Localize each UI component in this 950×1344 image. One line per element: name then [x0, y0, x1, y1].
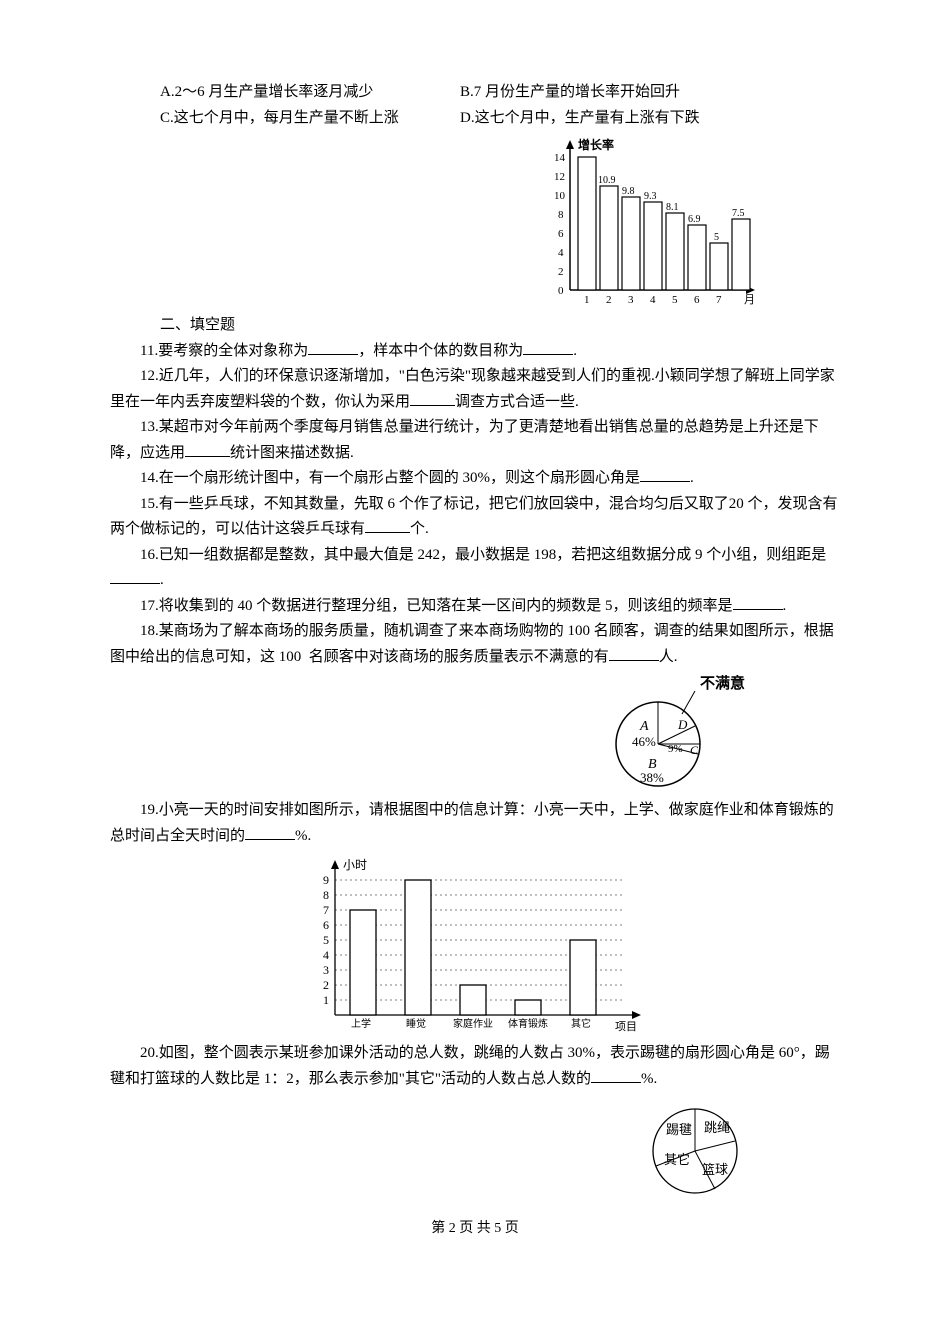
svg-text:7: 7 — [716, 294, 722, 305]
option-B: B.7 月份生产量的增长率开始回升 — [460, 80, 680, 106]
question-11: 11.要考察的全体对象称为，样本中个体的数目称为. — [110, 339, 840, 365]
question-20: 20.如图，整个圆表示某班参加课外活动的总人数，跳绳的人数占 30%，表示踢毽的… — [110, 1041, 840, 1092]
svg-text:5: 5 — [323, 933, 329, 947]
svg-text:0: 0 — [558, 285, 564, 297]
svg-text:46%: 46% — [632, 734, 656, 749]
question-15: 15.有一些乒乓球，不知其数量，先取 6 个作了标记，把它们放回袋中，混合均匀后… — [110, 492, 840, 543]
svg-text:A: A — [639, 719, 649, 734]
svg-text:6: 6 — [694, 294, 700, 305]
svg-text:D: D — [677, 717, 688, 732]
question-17: 17.将收集到的 40 个数据进行整理分组，已知落在某一区间内的频数是 5，则该… — [110, 594, 840, 620]
svg-text:14: 14 — [554, 152, 566, 164]
option-A: A.2～6 月生产量增长率逐月减少 — [160, 80, 460, 106]
svg-text:6: 6 — [558, 228, 564, 240]
svg-text:6: 6 — [323, 918, 329, 932]
svg-text:1: 1 — [584, 294, 590, 305]
svg-text:4: 4 — [558, 247, 564, 259]
question-16: 16.已知一组数据都是整数，其中最大值是 242，最小数据是 198，若把这组数… — [110, 543, 840, 594]
option-D: D.这七个月中，生产量有上涨有下跌 — [460, 106, 700, 132]
mc-options-row2: C.这七个月中，每月生产量不断上涨 D.这七个月中，生产量有上涨有下跌 — [160, 106, 840, 132]
svg-text:4: 4 — [650, 294, 656, 305]
svg-text:38%: 38% — [640, 770, 664, 785]
bar-q19-xticks: 上学 睡觉 家庭作业 体育锻炼 其它 — [351, 1017, 591, 1030]
svg-text:8: 8 — [558, 209, 564, 221]
question-12: 12.近几年，人们的环保意识逐渐增加，"白色污染"现象越来越受到人们的重视.小颖… — [110, 364, 840, 415]
question-18: 18.某商场为了解本商场的服务质量，随机调查了来本商场购物的 100 名顾客，调… — [110, 619, 840, 670]
svg-text:1: 1 — [323, 993, 329, 1007]
page-footer: 第 2 页 共 5 页 — [110, 1217, 840, 1241]
svg-text:其它: 其它 — [664, 1152, 690, 1167]
svg-text:10: 10 — [554, 190, 566, 202]
question-19: 19.小亮一天的时间安排如图所示，请根据图中的信息计算：小亮一天中，上学、做家庭… — [110, 798, 840, 849]
svg-text:4: 4 — [323, 948, 329, 962]
svg-text:上学: 上学 — [351, 1017, 371, 1030]
svg-text:5: 5 — [672, 294, 678, 305]
question-14: 14.在一个扇形统计图中，有一个扇形占整个圆的 30%，则这个扇形圆心角是. — [110, 466, 840, 492]
growth-chart-wrap: 增长率 月 0 2 4 6 8 10 12 14 10.9 — [110, 135, 760, 305]
svg-text:9.8: 9.8 — [622, 186, 635, 197]
pie-q20: 踢毽 跳绳 其它 篮球 — [630, 1096, 760, 1201]
svg-text:3: 3 — [628, 294, 634, 305]
question-13: 13.某超市对今年前两个季度每月销售总量进行统计，为了更清楚地看出销售总量的总趋… — [110, 415, 840, 466]
svg-text:5: 5 — [714, 232, 719, 243]
svg-text:7.5: 7.5 — [732, 208, 745, 219]
svg-text:8: 8 — [323, 888, 329, 902]
svg-text:跳绳: 跳绳 — [704, 1120, 730, 1135]
growth-chart-yticks: 0 2 4 6 8 10 12 14 — [554, 152, 566, 297]
svg-text:6.9: 6.9 — [688, 214, 701, 225]
svg-text:月: 月 — [744, 294, 755, 305]
svg-text:8.1: 8.1 — [666, 202, 679, 213]
option-C: C.这七个月中，每月生产量不断上涨 — [160, 106, 460, 132]
svg-text:2: 2 — [606, 294, 612, 305]
pie-q20-wrap: 踢毽 跳绳 其它 篮球 — [110, 1096, 760, 1201]
mc-options-row1: A.2～6 月生产量增长率逐月减少 B.7 月份生产量的增长率开始回升 — [160, 80, 840, 106]
svg-text:10.9: 10.9 — [598, 175, 616, 186]
svg-text:2: 2 — [323, 978, 329, 992]
svg-text:小时: 小时 — [343, 858, 367, 872]
svg-text:12: 12 — [554, 171, 565, 183]
svg-text:7: 7 — [323, 903, 329, 917]
svg-text:篮球: 篮球 — [702, 1162, 728, 1177]
svg-text:睡觉: 睡觉 — [406, 1017, 426, 1030]
svg-text:C: C — [690, 743, 699, 757]
svg-text:增长率: 增长率 — [578, 137, 614, 152]
svg-text:9.3: 9.3 — [644, 191, 657, 202]
svg-text:9%: 9% — [668, 743, 683, 755]
svg-text:其它: 其它 — [571, 1017, 591, 1030]
svg-text:2: 2 — [558, 266, 564, 278]
pie-q18-wrap: 不满意 A 46% B 38% C D 9% — [110, 674, 760, 794]
bar-q19: 小时 项目 123 456 789 上 — [295, 855, 655, 1035]
svg-text:体育锻炼: 体育锻炼 — [508, 1017, 548, 1030]
svg-text:3: 3 — [323, 963, 329, 977]
svg-text:不满意: 不满意 — [700, 674, 745, 692]
bar-q19-yticks: 123 456 789 — [323, 873, 329, 1007]
pie-q18: 不满意 A 46% B 38% C D 9% — [600, 674, 760, 794]
svg-text:9: 9 — [323, 873, 329, 887]
bar-q19-wrap: 小时 项目 123 456 789 上 — [110, 855, 840, 1035]
svg-text:项目: 项目 — [615, 1020, 637, 1033]
svg-text:踢毽: 踢毽 — [666, 1122, 692, 1137]
growth-chart-xticks: 1 2 3 4 5 6 7 — [584, 294, 722, 305]
growth-chart: 增长率 月 0 2 4 6 8 10 12 14 10.9 — [540, 135, 760, 305]
section-2-heading: 二、填空题 — [160, 313, 840, 339]
bar-q19-bars — [350, 880, 596, 1015]
svg-text:家庭作业: 家庭作业 — [453, 1017, 493, 1030]
